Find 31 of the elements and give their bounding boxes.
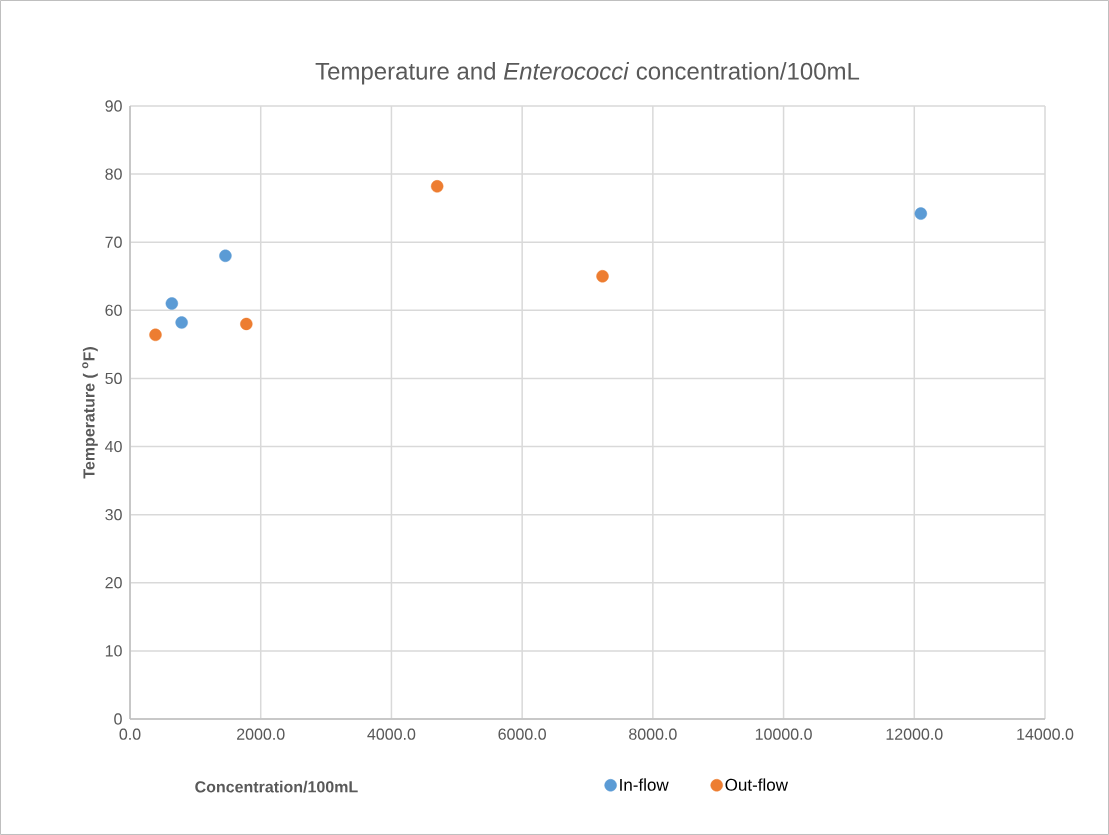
y-tick-label: 40 [105,440,122,453]
point [149,328,162,342]
legend-label: In-flow [620,778,669,791]
y-tick-label: 60 [105,304,122,316]
point [175,316,188,329]
y-tick-label: 0 [114,713,122,725]
x-tick-label: 10000.0 [755,728,812,740]
y-tick-label: 20 [105,577,122,589]
y-tick-label: 70 [105,236,122,248]
point [165,297,179,310]
point [914,207,928,220]
x-tick-label: 12000.0 [886,728,943,740]
point [430,180,444,193]
x-tick-label: 4000.0 [367,728,416,740]
legend-label: Out-flow [725,778,789,791]
y-tick-label: 10 [105,645,122,657]
x-tick-label: 8000.0 [629,728,677,740]
x-tick-label: 6000.0 [498,728,546,740]
x-axis-title: Concentration/100mL [195,780,358,793]
x-tick-label: 0.0 [119,728,141,740]
point [240,317,253,331]
y-tick-label: 50 [105,372,122,385]
y-tick-label: 30 [105,509,122,521]
y-tick-label: 90 [105,100,122,112]
x-tick-label: 2000.0 [237,728,285,740]
point [596,270,609,283]
y-axis-title: Temperature ( $^{o}$F) [82,347,98,479]
chart-title: Temperature and Enterococci concentration/100mL [315,62,860,85]
point [219,249,232,263]
x-tick-label: 14000.0 [1017,728,1074,740]
y-tick-label: 80 [105,168,122,180]
